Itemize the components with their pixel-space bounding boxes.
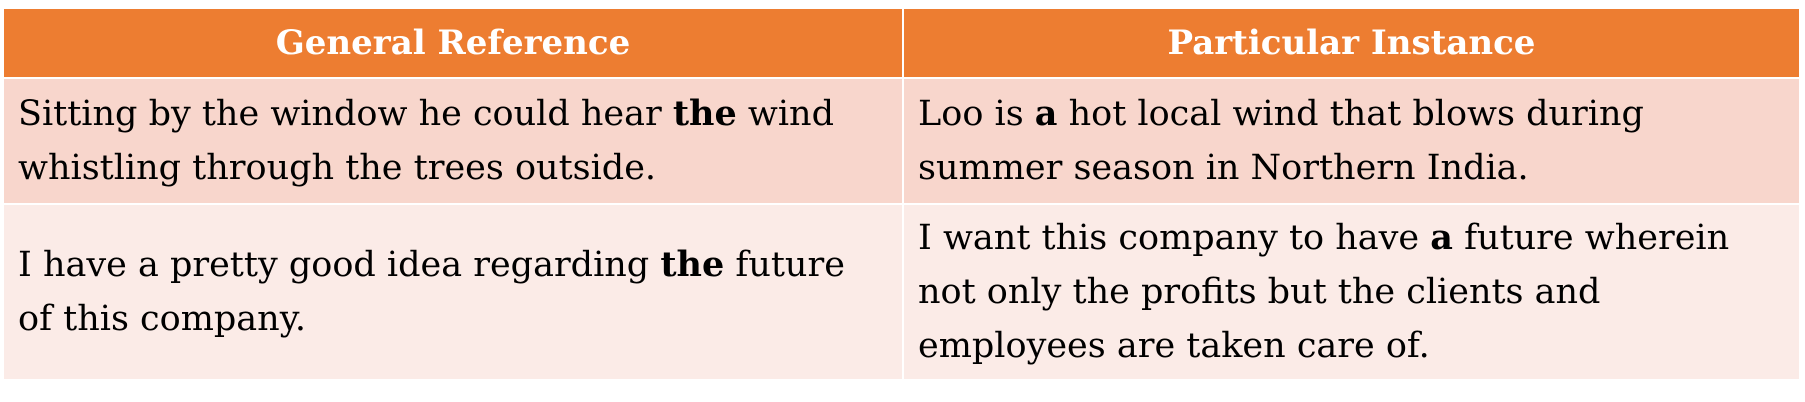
header-row: General Reference Particular Instance bbox=[2, 7, 1801, 79]
header-particular-instance: Particular Instance bbox=[902, 7, 1801, 79]
text-before: I want this company to have bbox=[918, 218, 1431, 258]
text-after: hot local wind that blows during summer … bbox=[918, 94, 1644, 188]
emphasized-article: the bbox=[672, 93, 737, 134]
general-example-cell: Sitting by the window he could hear the … bbox=[2, 77, 904, 205]
particular-example-cell: Loo is a hot local wind that blows durin… bbox=[902, 77, 1801, 205]
text-before: Loo is bbox=[918, 94, 1035, 134]
text-before: Sitting by the window he could hear bbox=[18, 94, 673, 134]
particular-example-cell: I want this company to have a future whe… bbox=[902, 203, 1801, 381]
general-example-cell: I have a pretty good idea regarding the … bbox=[2, 203, 904, 381]
header-general-reference: General Reference bbox=[2, 7, 904, 79]
text-before: I have a pretty good idea regarding bbox=[18, 245, 661, 285]
text-after: future of this company. bbox=[18, 245, 845, 339]
text-after: wind whistling through the trees outside… bbox=[18, 94, 834, 188]
emphasized-article: a bbox=[1430, 217, 1453, 258]
emphasized-article: a bbox=[1034, 93, 1058, 134]
emphasized-article: the bbox=[660, 244, 725, 285]
table-row: I have a pretty good idea regarding the … bbox=[2, 203, 1801, 381]
text-after: future wherein not only the profits but … bbox=[918, 218, 1730, 366]
article-usage-table: General Reference Particular Instance Si… bbox=[2, 7, 1801, 381]
table-row: Sitting by the window he could hear the … bbox=[2, 77, 1801, 205]
